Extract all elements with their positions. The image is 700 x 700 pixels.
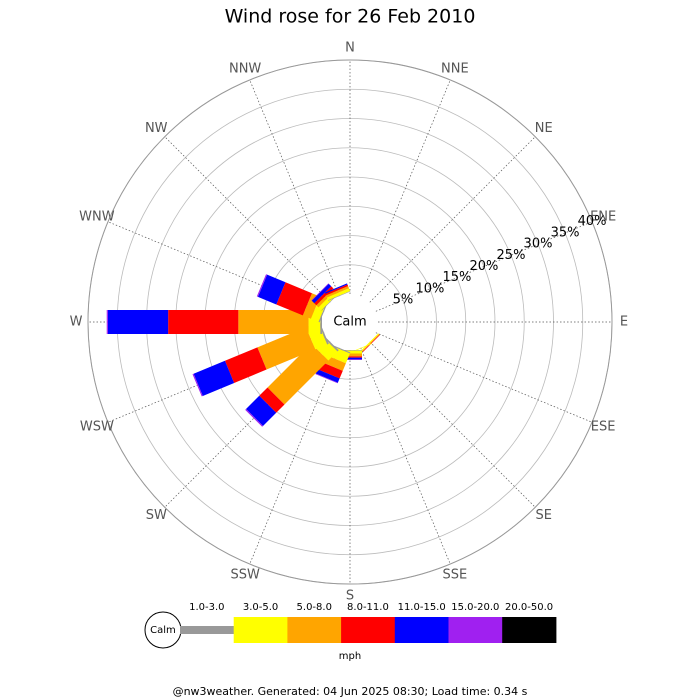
direction-label: N bbox=[345, 41, 355, 56]
bar-segment bbox=[325, 286, 350, 298]
legend-label: 8.0-11.0 bbox=[347, 602, 389, 613]
r-tick-label: 5% bbox=[393, 293, 414, 308]
spoke bbox=[164, 136, 331, 303]
bar-segment bbox=[238, 310, 309, 334]
footer: @nw3weather. Generated: 04 Jun 2025 08:3… bbox=[173, 685, 528, 698]
bar-segment bbox=[107, 310, 169, 334]
direction-label: NW bbox=[145, 121, 168, 136]
direction-label: WSW bbox=[80, 419, 114, 434]
bar-segment bbox=[192, 374, 202, 397]
bar-segment bbox=[256, 274, 268, 297]
direction-label: WNW bbox=[79, 210, 115, 225]
legend-swatch bbox=[502, 617, 557, 643]
bar-segment bbox=[327, 290, 351, 301]
legend-swatch bbox=[287, 617, 342, 643]
bar-segment bbox=[106, 310, 108, 334]
bar-segment bbox=[311, 283, 332, 304]
bar-segment bbox=[276, 282, 312, 316]
direction-label: NE bbox=[535, 121, 553, 136]
chart-title: Wind rose for 26 Feb 2010 bbox=[225, 6, 476, 28]
direction-label: NNW bbox=[229, 61, 261, 76]
legend-label: 20.0-50.0 bbox=[505, 602, 553, 613]
spoke bbox=[369, 136, 536, 303]
spoke bbox=[360, 79, 451, 297]
bar-segment bbox=[324, 283, 348, 294]
direction-label: ESE bbox=[591, 419, 616, 434]
spoke bbox=[360, 347, 451, 565]
legend-swatch bbox=[341, 617, 396, 643]
spoke bbox=[369, 341, 536, 508]
bar-segment bbox=[315, 369, 340, 383]
bar-segment bbox=[257, 327, 316, 370]
bar-segment bbox=[314, 286, 334, 306]
r-tick-label: 25% bbox=[497, 248, 526, 263]
bar-segment bbox=[361, 333, 380, 352]
direction-label: ENE bbox=[590, 210, 616, 225]
legend-swatch bbox=[394, 617, 449, 643]
r-tick-label: 15% bbox=[442, 270, 471, 285]
legend-swatch bbox=[448, 617, 503, 643]
bar-segment bbox=[317, 361, 343, 379]
direction-label: SW bbox=[146, 508, 167, 523]
legend-label: 11.0-15.0 bbox=[398, 602, 446, 613]
outer-ring bbox=[87, 59, 613, 585]
legend-swatch bbox=[233, 617, 288, 643]
spoke bbox=[375, 221, 593, 312]
spoke bbox=[249, 347, 340, 565]
bar-segment bbox=[362, 334, 380, 352]
r-tick-label: 20% bbox=[470, 259, 499, 274]
bar-segment bbox=[267, 343, 329, 405]
legend-label: 3.0-5.0 bbox=[243, 602, 278, 613]
calm-label: Calm bbox=[333, 315, 366, 330]
r-tick-label: 10% bbox=[415, 281, 444, 296]
bar-segment bbox=[315, 373, 338, 384]
bar-segment bbox=[192, 373, 203, 397]
spoke bbox=[375, 332, 593, 423]
direction-label: E bbox=[620, 315, 628, 330]
bar-segment bbox=[259, 387, 285, 413]
bar-segment bbox=[257, 274, 286, 305]
r-tick-label: 30% bbox=[524, 237, 553, 252]
direction-label: SSW bbox=[230, 568, 260, 583]
legend-label: 5.0-8.0 bbox=[297, 602, 332, 613]
bar-segment bbox=[325, 284, 349, 296]
direction-label: SSE bbox=[442, 568, 467, 583]
bar-segment bbox=[362, 334, 380, 352]
legend-calm-label: Calm bbox=[150, 625, 176, 636]
r-tick-label: 35% bbox=[551, 225, 580, 240]
direction-label: SE bbox=[536, 508, 552, 523]
r-tick-label: 40% bbox=[578, 214, 607, 229]
bar-segment bbox=[193, 360, 235, 396]
direction-label: W bbox=[70, 315, 83, 330]
calm-circle bbox=[323, 295, 377, 349]
legend-label: 1.0-3.0 bbox=[189, 602, 224, 613]
bar-segment bbox=[246, 395, 277, 426]
legend-unit: mph bbox=[339, 651, 361, 662]
bar-segment bbox=[224, 347, 267, 383]
direction-label: S bbox=[346, 589, 354, 604]
bar-segment bbox=[326, 288, 351, 301]
bar-segment bbox=[311, 283, 329, 301]
legend-label: 15.0-20.0 bbox=[451, 602, 499, 613]
bar-segment bbox=[245, 409, 263, 427]
bar-segment bbox=[168, 310, 239, 334]
direction-label: NNE bbox=[441, 61, 469, 76]
legend-swatch bbox=[180, 626, 235, 634]
spoke bbox=[249, 79, 340, 297]
